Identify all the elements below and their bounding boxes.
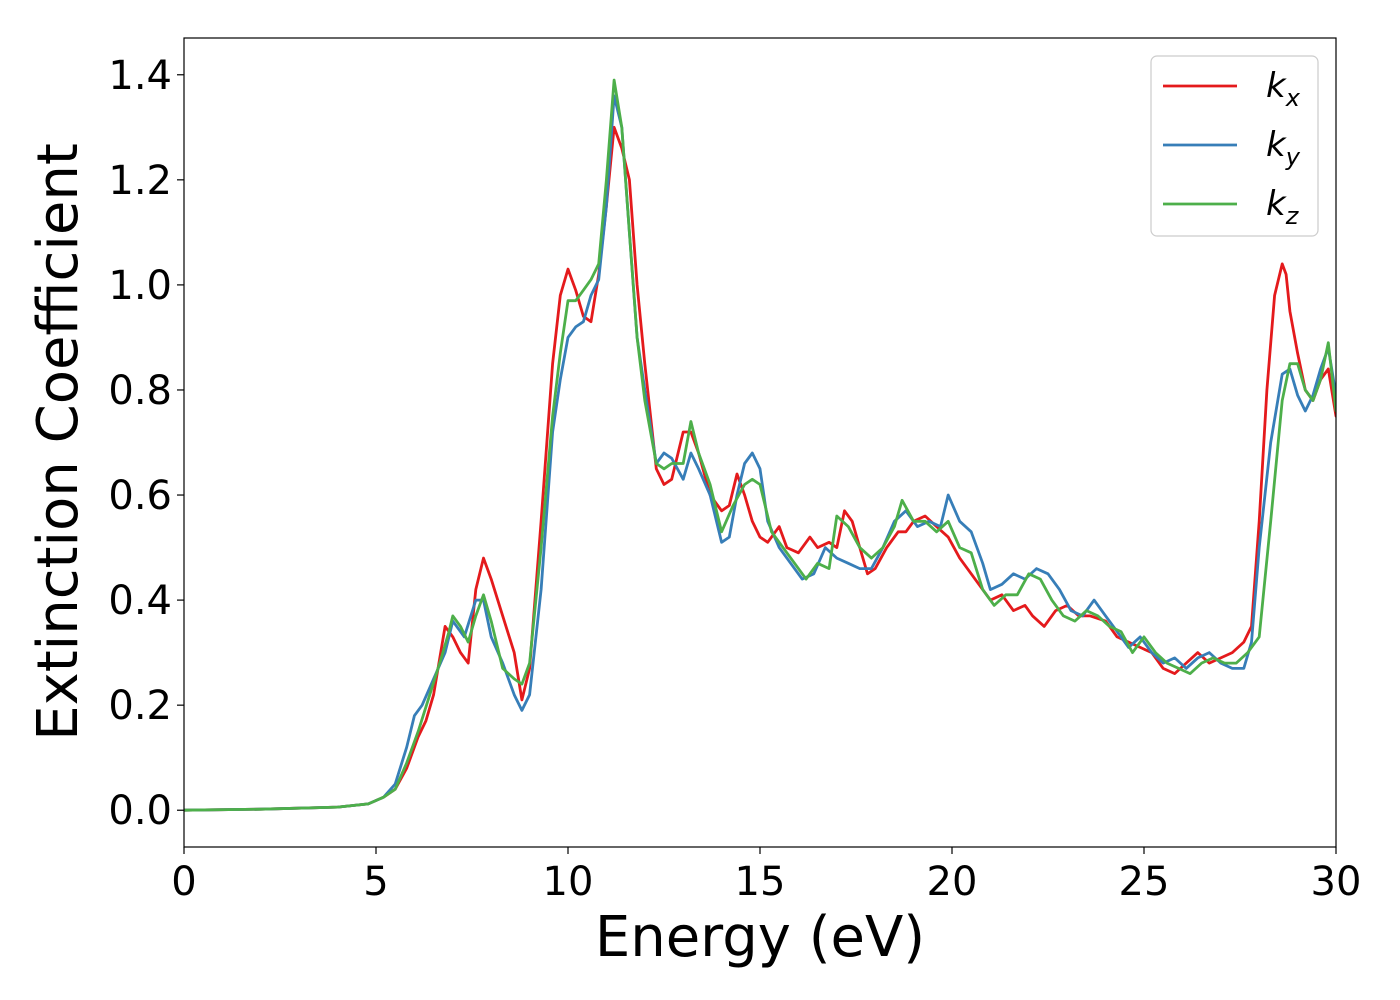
x-axis-ticks: 0 5 10 15 20 25 30 — [171, 847, 1361, 905]
plot-area — [184, 38, 1336, 847]
x-tick-label: 20 — [927, 859, 978, 905]
y-tick-label: 1.2 — [108, 158, 172, 204]
x-tick-label: 15 — [735, 859, 786, 905]
x-tick-label: 0 — [171, 859, 196, 905]
y-tick-label: 0.2 — [108, 683, 172, 729]
y-tick-label: 0.0 — [108, 788, 172, 834]
x-tick-label: 5 — [363, 859, 388, 905]
x-tick-label: 30 — [1311, 859, 1362, 905]
y-tick-label: 0.8 — [108, 368, 172, 414]
y-tick-label: 0.6 — [108, 473, 172, 519]
y-tick-label: 1.0 — [108, 263, 172, 309]
y-tick-label: 1.4 — [108, 53, 172, 99]
series-line-k-x — [184, 125, 1336, 812]
y-tick-label: 0.4 — [108, 578, 172, 624]
y-axis-ticks: 0.0 0.2 0.4 0.6 0.8 1.0 1.2 1.4 — [108, 53, 184, 834]
series-line-k-y — [184, 94, 1336, 812]
legend-label-k-z: kz — [1266, 184, 1300, 230]
x-axis-label: Energy (eV) — [595, 905, 925, 970]
x-tick-label: 25 — [1119, 859, 1170, 905]
series-layer — [184, 78, 1336, 812]
x-tick-label: 10 — [543, 859, 594, 905]
series-line-k-z — [184, 78, 1336, 812]
y-axis-label: Extinction Coefficient — [26, 143, 91, 741]
